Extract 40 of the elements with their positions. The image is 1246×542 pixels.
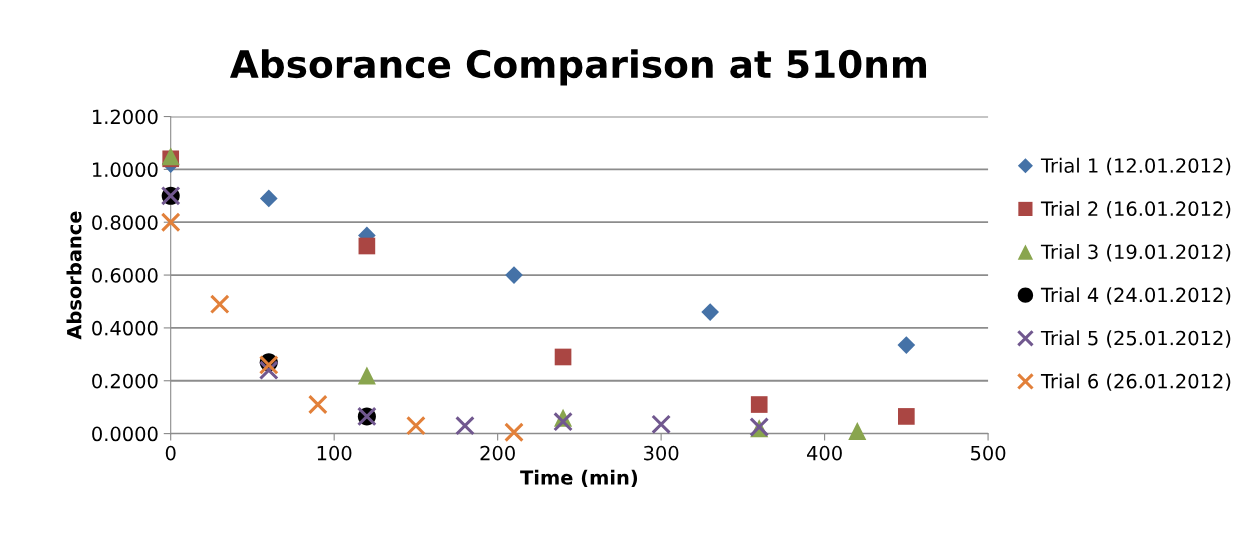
y-tick-label: 0.8000 bbox=[92, 215, 158, 230]
y-tick-label: 0.2000 bbox=[92, 373, 158, 389]
point bbox=[406, 415, 426, 436]
legend-label: Trial 3 (19.01.2012) bbox=[1040, 244, 1231, 262]
x-tick-label: 200 bbox=[480, 445, 515, 461]
point bbox=[505, 266, 523, 284]
x-axis-title: Time (min) bbox=[520, 469, 638, 488]
point bbox=[307, 394, 328, 415]
legend-label: Trial 2 (16.01.2012) bbox=[1040, 200, 1231, 219]
y-tick-label: 0.6000 bbox=[92, 268, 158, 283]
x-tick-label: 100 bbox=[317, 445, 352, 461]
point bbox=[750, 396, 768, 413]
x-tick-label: 400 bbox=[807, 445, 842, 461]
point bbox=[651, 414, 671, 435]
y-tick-label: 0.4000 bbox=[92, 320, 158, 336]
y-tick-label: 1.2000 bbox=[92, 109, 158, 125]
legend-label: Trial 6 (26.01.2012) bbox=[1040, 373, 1231, 391]
point bbox=[701, 303, 720, 321]
y-axis-title: Absorbance bbox=[66, 211, 82, 340]
chart-title: Absorance Comparison at 510nm bbox=[229, 49, 927, 86]
point bbox=[898, 408, 915, 425]
legend-label: Trial 4 (24.01.2012) bbox=[1040, 287, 1231, 305]
point bbox=[848, 421, 867, 440]
point bbox=[160, 212, 181, 233]
point bbox=[504, 422, 524, 443]
legend-label: Trial 1 (12.01.2012) bbox=[1040, 157, 1231, 176]
x-tick-label: 500 bbox=[971, 445, 1006, 461]
point bbox=[554, 348, 572, 366]
point bbox=[553, 411, 573, 432]
point bbox=[455, 415, 475, 436]
x-tick-label: 300 bbox=[644, 445, 679, 461]
point bbox=[358, 237, 376, 255]
y-tick-label: 0.0000 bbox=[92, 426, 158, 442]
point bbox=[897, 336, 916, 354]
x-tick-label: 0 bbox=[165, 445, 176, 461]
y-tick-label: 1.0000 bbox=[92, 162, 158, 178]
point bbox=[259, 189, 278, 208]
legend-label: Trial 5 (25.01.2012) bbox=[1040, 330, 1231, 348]
point bbox=[357, 366, 376, 385]
point bbox=[209, 294, 230, 314]
